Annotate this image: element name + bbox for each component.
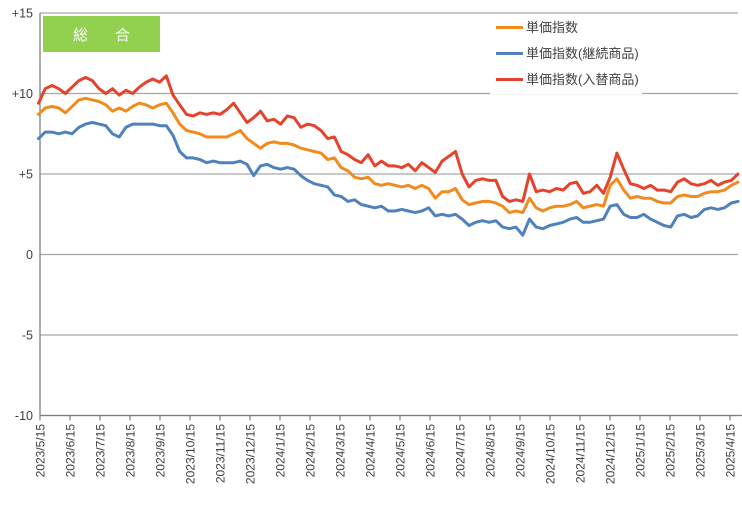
- x-axis-tick-label: 2024/7/15: [454, 424, 468, 478]
- x-axis-tick-label: 2024/9/15: [514, 424, 528, 478]
- x-axis-tick-label: 2024/5/15: [394, 424, 408, 478]
- chart-title-badge: 総 合: [43, 16, 160, 52]
- series-line-2: [37, 74, 740, 203]
- legend-swatch-red-line: [496, 77, 523, 82]
- x-axis-tick-label: 2023/5/15: [34, 424, 48, 478]
- legend-label: 単価指数(入替商品): [526, 72, 639, 87]
- y-axis-tick-label: +10: [12, 87, 33, 101]
- x-axis-tick-label: 2025/4/15: [724, 424, 738, 478]
- series-line-1: [37, 121, 740, 237]
- y-axis-tick-label: +15: [12, 7, 33, 21]
- legend-item: 単価指数(継続商品): [496, 45, 642, 62]
- x-axis-tick-label: 2024/4/15: [364, 424, 378, 478]
- x-axis-tick-label: 2024/2/15: [304, 424, 318, 478]
- x-axis-tick-label: 2024/12/15: [604, 424, 618, 484]
- series-line-0: [37, 96, 740, 215]
- legend-label: 単価指数: [526, 20, 579, 35]
- legend-item: 単価指数(入替商品): [496, 71, 642, 88]
- legend-label: 単価指数(継続商品): [526, 46, 639, 61]
- x-axis-tick-label: 2024/3/15: [334, 424, 348, 478]
- x-axis-tick-label: 2023/6/15: [64, 424, 78, 478]
- chart-title: 総 合: [72, 26, 136, 44]
- x-axis-tick-label: 2024/1/15: [274, 424, 288, 478]
- y-axis-tick-label: 0: [26, 248, 33, 262]
- legend: 単価指数 単価指数(継続商品) 単価指数(入替商品): [490, 14, 642, 94]
- x-axis-tick-label: 2025/2/15: [664, 424, 678, 478]
- x-axis-tick-label: 2025/1/15: [634, 424, 648, 478]
- y-axis-tick-label: -5: [22, 329, 33, 343]
- y-axis-tick-label: +5: [19, 168, 33, 182]
- x-axis-tick-label: 2024/10/15: [544, 424, 558, 484]
- y-axis-tick-label: -10: [15, 409, 33, 423]
- x-axis-tick-label: 2024/8/15: [484, 424, 498, 478]
- x-axis-tick-label: 2023/11/15: [214, 424, 228, 483]
- x-axis-tick-label: 2025/3/15: [694, 424, 708, 478]
- x-axis-tick-label: 2023/8/15: [124, 424, 138, 478]
- legend-item: 単価指数: [496, 19, 642, 36]
- x-axis-tick-label: 2023/12/15: [244, 424, 258, 484]
- legend-swatch-orange-line: [496, 25, 523, 30]
- x-axis-tick-label: 2023/10/15: [184, 424, 198, 484]
- x-axis-tick-label: 2024/11/15: [574, 424, 588, 483]
- x-axis-tick-label: 2023/9/15: [154, 424, 168, 478]
- legend-swatch-blue-line: [496, 51, 523, 56]
- x-axis-tick-label: 2024/6/15: [424, 424, 438, 478]
- x-axis-tick-label: 2023/7/15: [94, 424, 108, 478]
